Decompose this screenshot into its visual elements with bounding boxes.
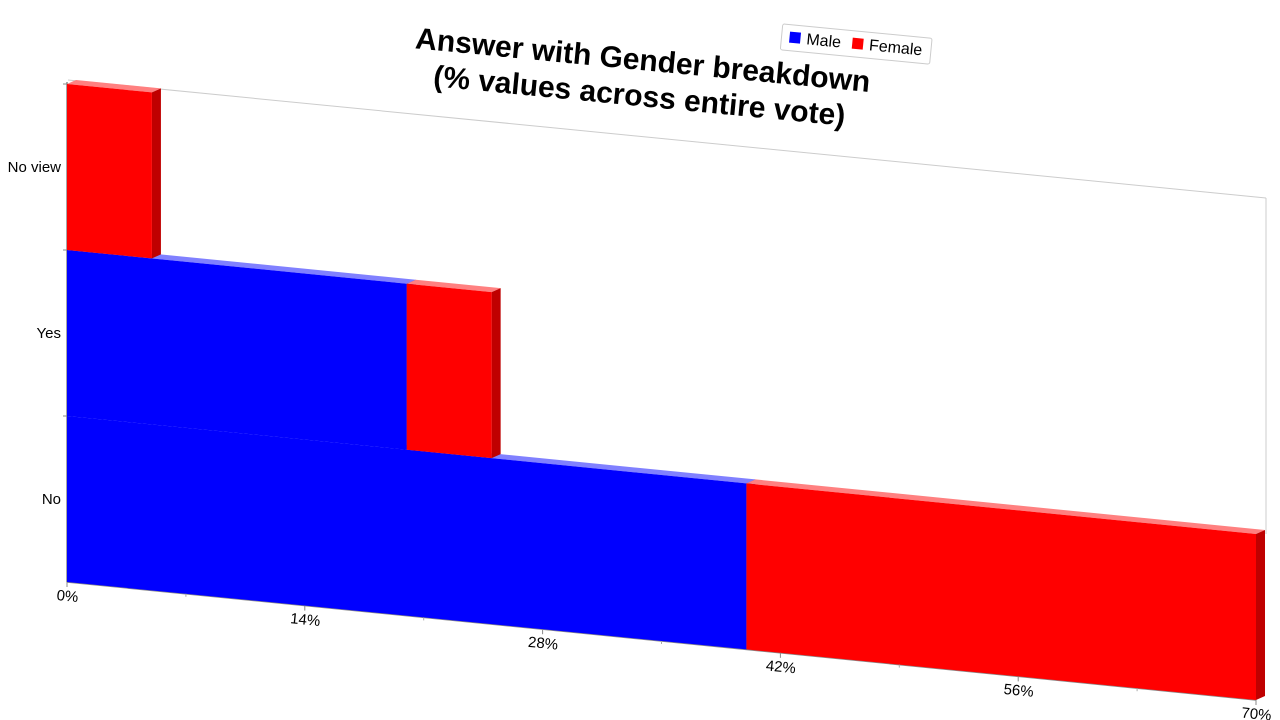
x-tick-label: 70% bbox=[1241, 705, 1273, 720]
bar-side-face bbox=[151, 88, 161, 259]
category-label: No view bbox=[8, 159, 62, 176]
category-label: Yes bbox=[37, 325, 61, 342]
bar-top-face bbox=[746, 479, 1265, 534]
x-tick-label: 28% bbox=[527, 634, 559, 654]
bar-female-yes bbox=[406, 279, 501, 459]
category-label: No bbox=[42, 491, 61, 508]
bar-male-yes bbox=[67, 246, 416, 450]
legend-label-female: Female bbox=[868, 37, 923, 59]
bars bbox=[67, 80, 1265, 700]
legend: Male Female bbox=[779, 23, 933, 65]
bar-female-no-view bbox=[67, 80, 161, 259]
bar-female-no bbox=[746, 479, 1265, 700]
x-tick-label: 14% bbox=[289, 610, 321, 630]
legend-swatch-male bbox=[789, 31, 802, 44]
y-axis-labels: No Yes No view bbox=[8, 83, 67, 508]
x-tick-label: 42% bbox=[765, 657, 797, 677]
top-frame-line bbox=[67, 79, 1267, 199]
x-axis-ticks: 0% 14% 28% 42% 56% 70% bbox=[56, 582, 1272, 720]
legend-label-male: Male bbox=[806, 31, 842, 51]
x-tick-label: 0% bbox=[56, 587, 79, 606]
bar-front-face bbox=[67, 250, 407, 450]
bar-front-face bbox=[746, 483, 1256, 700]
bar-side-face bbox=[491, 288, 501, 459]
bar-front-face bbox=[67, 416, 747, 650]
bar-top-face bbox=[406, 279, 501, 293]
x-tick-label: 56% bbox=[1003, 681, 1035, 701]
bar-top-face bbox=[67, 80, 161, 93]
bar-front-face bbox=[67, 84, 152, 259]
bar-side-face bbox=[1256, 530, 1265, 700]
legend-swatch-female bbox=[851, 37, 864, 50]
bar-front-face bbox=[406, 283, 492, 459]
